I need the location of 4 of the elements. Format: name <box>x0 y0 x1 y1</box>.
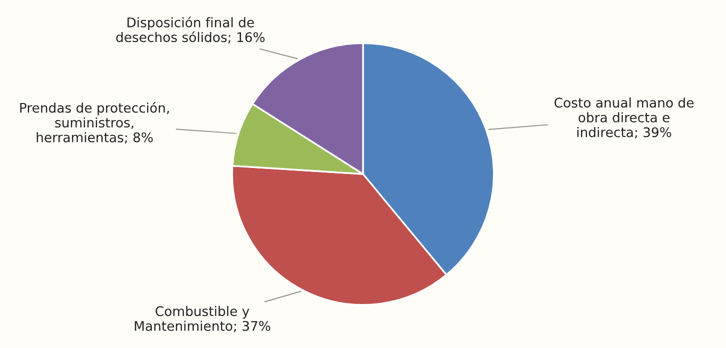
slice-label: Combustible y Mantenimiento; 37% <box>134 306 270 332</box>
slice-label: Disposición final de desechos sólidos; 16% <box>116 16 265 44</box>
slice-label: Costo anual mano de obra directa e indirecta; 39% <box>554 97 694 139</box>
slice-label: Prendas de protección, suministros, herramientas; 8% <box>20 102 169 144</box>
